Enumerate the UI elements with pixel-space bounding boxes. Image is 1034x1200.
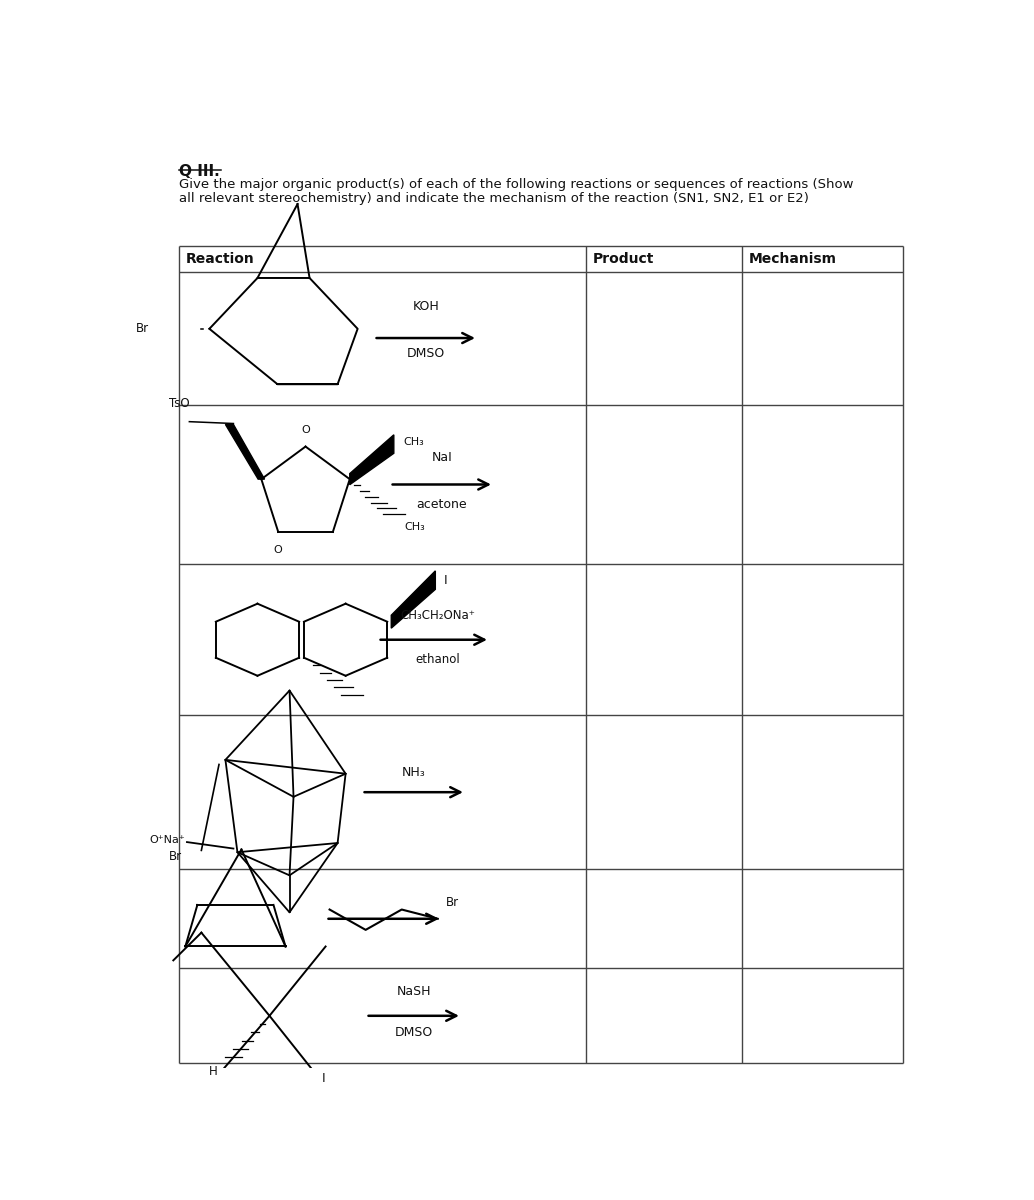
Polygon shape — [225, 425, 265, 479]
Text: Product: Product — [592, 252, 653, 265]
Text: Br: Br — [446, 895, 459, 908]
Text: Reaction: Reaction — [185, 252, 254, 265]
Text: CH₃CH₂ONa⁺: CH₃CH₂ONa⁺ — [400, 610, 476, 623]
Text: all relevant stereochemistry) and indicate the mechanism of the reaction (SN1, S: all relevant stereochemistry) and indica… — [179, 192, 809, 205]
Text: ethanol: ethanol — [416, 653, 460, 666]
Text: Mechanism: Mechanism — [749, 252, 837, 265]
Text: acetone: acetone — [417, 498, 467, 510]
Text: CH₃: CH₃ — [404, 522, 425, 533]
Text: Q III.: Q III. — [179, 164, 219, 179]
Polygon shape — [391, 571, 435, 628]
Text: TsO: TsO — [170, 397, 190, 409]
Polygon shape — [349, 434, 394, 485]
Text: Br: Br — [170, 851, 182, 863]
Text: O⁺Na⁺: O⁺Na⁺ — [149, 835, 185, 845]
Text: NaSH: NaSH — [396, 985, 431, 998]
Text: Give the major organic product(s) of each of the following reactions or sequence: Give the major organic product(s) of eac… — [179, 178, 853, 191]
Text: O: O — [274, 545, 282, 554]
Text: I: I — [322, 1072, 326, 1085]
Text: Br: Br — [136, 323, 149, 335]
Text: I: I — [444, 574, 447, 587]
Text: CH₃: CH₃ — [403, 437, 424, 448]
Text: NH₃: NH₃ — [402, 766, 426, 779]
Text: DMSO: DMSO — [406, 347, 445, 360]
Text: KOH: KOH — [413, 300, 439, 313]
Text: NaI: NaI — [431, 451, 452, 464]
Text: O: O — [301, 426, 310, 436]
Text: DMSO: DMSO — [395, 1026, 433, 1039]
Text: H: H — [209, 1064, 218, 1078]
